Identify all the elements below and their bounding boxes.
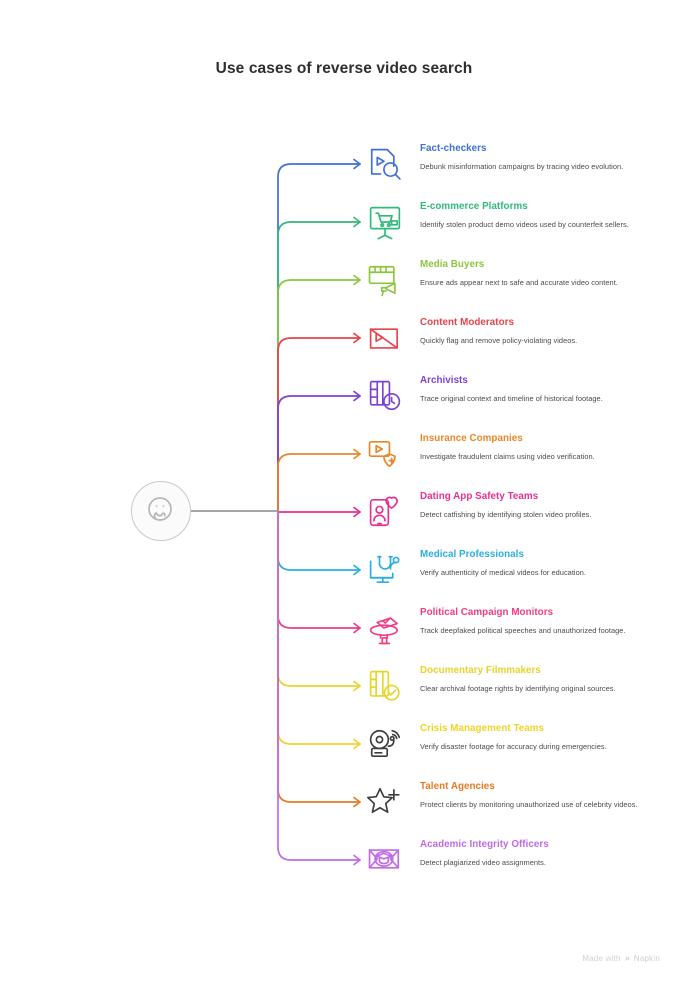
branch-text: Crisis Management Teams Verify disaster f… [420, 723, 675, 753]
connector-medical-professionals [277, 510, 361, 571]
branch-description: Detect catfishing by identifying stolen … [420, 510, 592, 519]
alarm-bell-signal-icon [364, 723, 406, 765]
arrowhead-medical-professionals [353, 564, 361, 576]
arrowhead-fact-checkers [353, 158, 361, 170]
arrowhead-media-buyers [353, 274, 361, 286]
connector-content-moderators [277, 337, 361, 512]
branch-text: Political Campaign Monitors Track deepfak… [420, 607, 675, 637]
branch-title: Academic Integrity Officers [420, 839, 549, 850]
branch-description: Quickly flag and remove policy-violating… [420, 336, 578, 345]
branch-text: E-commerce Platforms Identify stolen prod… [420, 201, 675, 231]
arrowhead-content-moderators [353, 332, 361, 344]
branch-text: Documentary Filmmakers Clear archival foo… [420, 665, 675, 695]
star-plus-icon [364, 781, 406, 823]
branch-text: Insurance Companies Investigate fraudulen… [420, 433, 675, 463]
connector-academic-integrity-officers [277, 510, 361, 861]
monitor-stethoscope-icon [364, 549, 406, 591]
connector-media-buyers [277, 279, 361, 512]
arrowhead-insurance-companies [353, 448, 361, 460]
connector-political-campaign-monitors [277, 510, 361, 629]
film-check-icon [364, 665, 406, 707]
page-title: Use cases of reverse video search [215, 60, 473, 77]
branch-description: Verify authenticity of medical videos fo… [420, 568, 586, 577]
branch-description: Ensure ads appear next to safe and accur… [420, 278, 618, 287]
phone-heart-profile-icon [364, 491, 406, 533]
connector-crisis-management-teams [277, 510, 361, 745]
branch-description: Protect clients by monitoring unauthoriz… [420, 800, 638, 809]
branch-description: Track deepfaked political speeches and u… [420, 626, 626, 635]
branch-description: Investigate fraudulent claims using vide… [420, 452, 595, 461]
arrowhead-crisis-management-teams [353, 738, 361, 750]
connector-insurance-companies [277, 453, 361, 512]
arrowhead-academic-integrity-officers [353, 854, 361, 866]
arrowhead-talent-agencies [353, 796, 361, 808]
branch-text: Media Buyers Ensure ads appear next to sa… [420, 259, 675, 289]
branch-description: Trace original context and timeline of h… [420, 394, 603, 403]
branch-title: E-commerce Platforms [420, 201, 528, 212]
film-megaphone-icon [364, 259, 406, 301]
document-video-search-icon [364, 143, 406, 185]
connector-talent-agencies [277, 510, 361, 803]
branch-title: Medical Professionals [420, 549, 524, 560]
arrowhead-archivists [353, 390, 361, 402]
arrowhead-political-campaign-monitors [353, 622, 361, 634]
film-clock-icon [364, 375, 406, 417]
hub-node[interactable] [131, 481, 191, 541]
branch-description: Identify stolen product demo videos used… [420, 220, 629, 229]
branch-text: Fact-checkers Debunk misinformation campa… [420, 143, 675, 173]
footer-credit: Made with » Napkin [582, 953, 660, 963]
footer-prefix: Made with [582, 953, 621, 963]
branch-text: Medical Professionals Verify authenticity… [420, 549, 675, 579]
arrowhead-ecommerce-platforms [353, 216, 361, 228]
connector-ecommerce-platforms [277, 221, 361, 512]
video-shield-plus-icon [364, 433, 406, 475]
footer-brand: Napkin [633, 953, 660, 963]
branch-description: Debunk misinformation campaigns by traci… [420, 162, 624, 171]
napkin-logo-icon: » [623, 953, 631, 963]
branch-title: Content Moderators [420, 317, 514, 328]
envelope-play-icon [364, 317, 406, 359]
arrowhead-documentary-filmmakers [353, 680, 361, 692]
graduation-shield-icon [364, 839, 406, 881]
branch-description: Detect plagiarized video assignments. [420, 858, 546, 867]
branch-text: Academic Integrity Officers Detect plagia… [420, 839, 675, 869]
branch-description: Clear archival footage rights by identif… [420, 684, 616, 693]
branch-title: Insurance Companies [420, 433, 523, 444]
branch-title: Dating App Safety Teams [420, 491, 539, 502]
branch-text: Content Moderators Quickly flag and remov… [420, 317, 675, 347]
branch-title: Crisis Management Teams [420, 723, 545, 734]
branch-title: Archivists [420, 375, 468, 386]
branch-text: Dating App Safety Teams Detect catfishing… [420, 491, 675, 521]
branch-title: Media Buyers [420, 259, 485, 270]
arrowhead-dating-app-safety-teams [353, 506, 361, 518]
connector-documentary-filmmakers [277, 510, 361, 687]
podium-check-icon [364, 607, 406, 649]
branch-text: Archivists Trace original context and tim… [420, 375, 675, 405]
branch-description: Verify disaster footage for accuracy dur… [420, 742, 607, 751]
branch-title: Fact-checkers [420, 143, 487, 154]
connector-fact-checkers [277, 163, 361, 512]
branch-text: Talent Agencies Protect clients by monito… [420, 781, 675, 811]
branch-title: Documentary Filmmakers [420, 665, 541, 676]
connector-archivists [277, 395, 361, 512]
branch-title: Political Campaign Monitors [420, 607, 554, 618]
branch-title: Talent Agencies [420, 781, 495, 792]
shop-cart-board-icon [364, 201, 406, 243]
